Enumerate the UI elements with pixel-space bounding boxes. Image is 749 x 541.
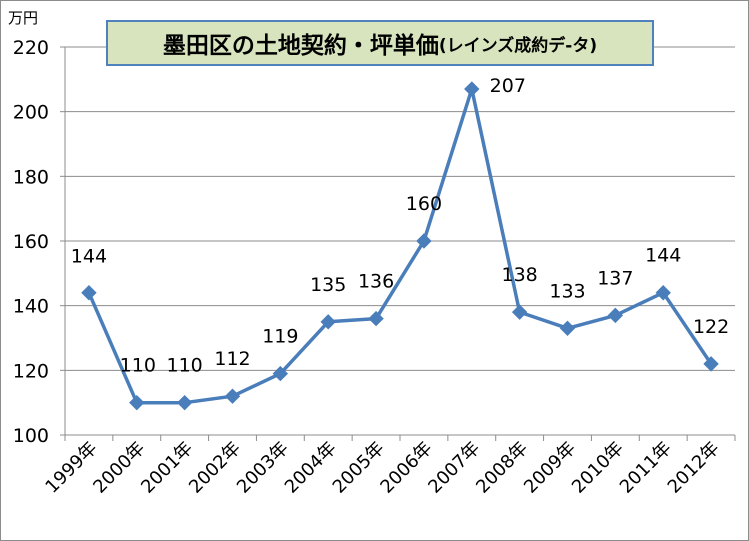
data-label-2009年: 133 <box>549 280 585 302</box>
data-label-2004年: 135 <box>310 274 346 296</box>
data-label-2002年: 112 <box>214 348 250 370</box>
axes <box>60 46 736 441</box>
x-tick-label-4: 2003年 <box>233 438 293 498</box>
data-point-2001年 <box>176 394 193 411</box>
data-point-2010年 <box>607 307 624 324</box>
x-axis-tick-labels: 1999年2000年2001年2002年2003年2004年2005年2006年… <box>41 438 723 498</box>
chart-title-box: 墨田区の土地契約・坪単価 (レインズ成約デ-タ) <box>106 20 654 66</box>
data-label-2008年: 138 <box>502 264 538 286</box>
data-point-2004年 <box>320 314 336 330</box>
data-label-2012年: 122 <box>693 316 729 338</box>
x-tick-label-9: 2008年 <box>472 438 532 498</box>
x-tick-label-7: 2006年 <box>376 438 436 498</box>
chart-title: 墨田区の土地契約・坪単価 <box>162 33 439 59</box>
x-tick-label-10: 2009年 <box>520 438 580 498</box>
x-tick-label-6: 2005年 <box>329 438 389 498</box>
x-tick-label-0: 1999年 <box>41 438 101 498</box>
y-tick-label-100: 100 <box>13 425 49 447</box>
data-labels: 144 110 110 112 119 135 136 160 207 138 133 137 144 1… <box>71 75 729 377</box>
data-point-2006年 <box>416 233 432 249</box>
x-tick-label-2: 2001年 <box>137 438 197 498</box>
y-tick-label-140: 140 <box>13 296 49 318</box>
y-tick-label-160: 160 <box>13 231 49 253</box>
data-label-1999年: 144 <box>71 246 107 268</box>
y-tick-label-200: 200 <box>13 102 49 124</box>
y-axis-unit-label: 万円 <box>8 9 38 27</box>
x-tick-label-8: 2007年 <box>424 438 484 498</box>
series-line <box>87 87 713 405</box>
data-label-2010年: 137 <box>597 267 633 289</box>
x-tick-label-3: 2002年 <box>185 438 245 498</box>
x-tick-label-13: 2012年 <box>664 438 724 498</box>
data-label-2007年: 207 <box>490 75 526 97</box>
y-tick-label-120: 120 <box>13 360 49 382</box>
data-point-2003年 <box>272 365 289 382</box>
data-point-2000年 <box>129 394 145 411</box>
x-tick-label-11: 2010年 <box>568 438 628 498</box>
data-label-2005年: 136 <box>358 271 394 293</box>
series-layer <box>81 81 719 411</box>
chart-subtitle: (レインズ成約デ-タ) <box>438 35 598 56</box>
data-point-1999年 <box>81 285 97 301</box>
x-tick-label-1: 2000年 <box>89 438 149 498</box>
x-tick-label-5: 2004年 <box>281 438 341 498</box>
data-point-2011年 <box>655 285 671 301</box>
data-point-2008年 <box>511 304 528 320</box>
data-label-2001年: 110 <box>167 355 203 377</box>
y-axis-tick-labels: 100 120 140 160 180 200 220 <box>13 37 49 447</box>
y-tick-label-220: 220 <box>13 37 49 59</box>
data-label-2000年: 110 <box>120 355 156 377</box>
data-point-2007年 <box>464 81 480 97</box>
data-label-2011年: 144 <box>645 245 681 267</box>
data-label-2003年: 119 <box>262 326 298 348</box>
data-label-2006年: 160 <box>406 193 442 215</box>
data-point-2012年 <box>703 356 719 372</box>
data-point-2005年 <box>368 310 384 327</box>
gridlines <box>65 46 735 371</box>
x-tick-label-12: 2011年 <box>616 438 676 498</box>
y-tick-label-180: 180 <box>13 166 49 188</box>
data-point-2002年 <box>224 388 241 404</box>
data-point-2009年 <box>559 320 576 337</box>
